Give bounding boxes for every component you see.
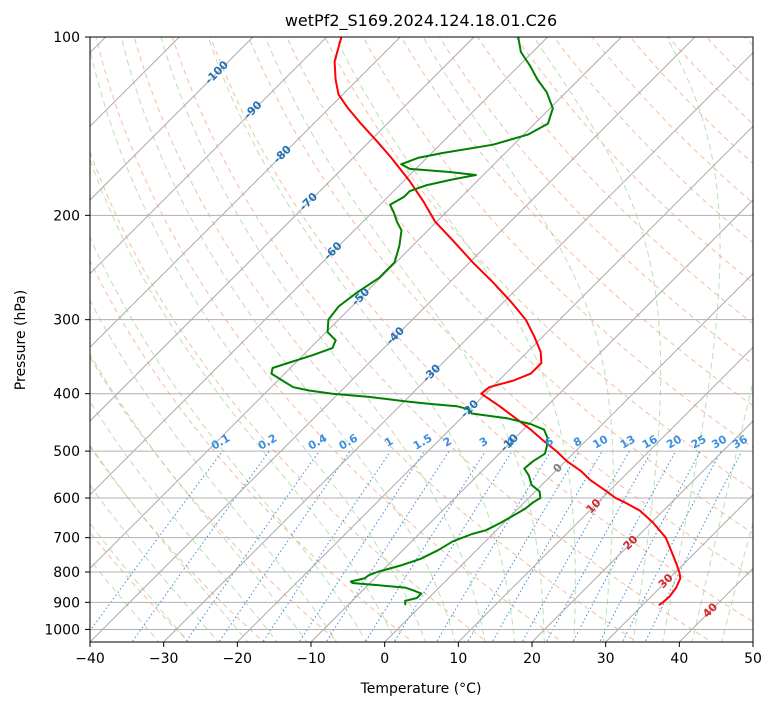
x-axis-title: Temperature (°C) xyxy=(360,681,482,697)
y-tick-label: 900 xyxy=(53,595,80,611)
x-tick-label: −40 xyxy=(75,651,105,667)
x-tick-label: 20 xyxy=(523,651,541,667)
y-tick-label: 200 xyxy=(53,208,80,224)
mixing-ratio-line xyxy=(393,450,513,642)
y-tick-label: 300 xyxy=(53,313,80,329)
isotherm-line xyxy=(90,37,622,570)
isotherm-line xyxy=(605,493,753,642)
mixing-ratio-line xyxy=(599,450,701,642)
y-axis: 100 200 300 400 500 600 700 800 900 1000 xyxy=(44,30,90,638)
y-tick-label: 700 xyxy=(53,531,80,547)
mixing-ratio-line xyxy=(325,450,450,642)
profiles xyxy=(270,37,682,607)
isotherm-line xyxy=(310,199,753,642)
x-tick-label: 10 xyxy=(449,651,467,667)
dry-adiabat-line xyxy=(209,37,753,623)
mixing-ratio-line xyxy=(131,450,270,642)
chart-title: wetPf2_S169.2024.124.18.01.C26 xyxy=(285,11,557,31)
x-axis: −40 −30 −20 −10 0 10 20 30 40 50 xyxy=(75,642,762,667)
x-tick-label: 0 xyxy=(380,651,389,667)
moist-adiabat-line xyxy=(90,236,367,642)
mixing-ratio-line xyxy=(298,450,425,642)
isotherm-line xyxy=(90,37,254,201)
x-tick-label: 50 xyxy=(744,651,762,667)
isotherm-line xyxy=(163,51,753,642)
moist-adiabat-line xyxy=(90,158,397,642)
temperature-profile-line xyxy=(333,37,682,607)
isotherm-line xyxy=(90,37,328,275)
mixing-ratio-line xyxy=(466,450,580,642)
mixing-ratio-line xyxy=(185,450,320,642)
y-tick-label: 1000 xyxy=(44,622,80,638)
y-axis-title: Pressure (hPa) xyxy=(13,290,29,390)
y-tick-label: 400 xyxy=(53,387,80,403)
mixing-ratio-line xyxy=(572,450,677,642)
dry-adiabat-line xyxy=(90,150,489,642)
mixing-ratio-line xyxy=(90,450,223,632)
isotherms xyxy=(90,37,753,642)
x-tick-label: 40 xyxy=(670,651,688,667)
plot-frame xyxy=(89,36,754,643)
dry-adiabat-line xyxy=(248,37,753,578)
mixing-ratio-lines xyxy=(90,450,743,642)
mixing-ratio-line xyxy=(621,450,722,642)
isotherm-line xyxy=(384,272,753,642)
x-tick-label: −30 xyxy=(149,651,179,667)
isotherm-line xyxy=(531,420,753,642)
mixing-ratio-line xyxy=(218,450,351,642)
isotherm-line xyxy=(236,125,753,642)
y-tick-label: 800 xyxy=(53,565,80,581)
chart-background xyxy=(90,37,753,642)
isotherm-line xyxy=(90,37,549,496)
isotherm-line xyxy=(752,641,753,642)
dry-adiabat-line xyxy=(286,37,753,534)
isotherm-line xyxy=(457,346,753,642)
dewpoint-profile-line xyxy=(270,37,554,606)
x-tick-label: 30 xyxy=(597,651,615,667)
isobars xyxy=(90,37,753,630)
x-tick-label: −10 xyxy=(296,651,326,667)
y-tick-label: 100 xyxy=(53,30,80,46)
y-tick-label: 500 xyxy=(53,444,80,460)
isotherm-line xyxy=(90,37,696,642)
y-tick-label: 600 xyxy=(53,491,80,507)
dry-adiabat-line xyxy=(400,37,753,407)
dry-adiabat-line xyxy=(770,24,775,645)
x-tick-label: −20 xyxy=(223,651,253,667)
dry-adiabat-line xyxy=(324,37,753,491)
mixing-ratio-line xyxy=(262,450,392,642)
isotherm-line xyxy=(90,37,401,349)
dry-adiabat-line xyxy=(171,37,713,642)
